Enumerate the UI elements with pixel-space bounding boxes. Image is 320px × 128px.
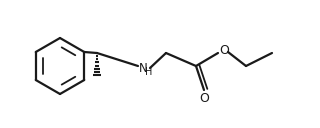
Text: N: N (139, 61, 148, 74)
Text: H: H (145, 67, 153, 77)
Text: O: O (199, 92, 209, 104)
Text: O: O (219, 45, 229, 57)
